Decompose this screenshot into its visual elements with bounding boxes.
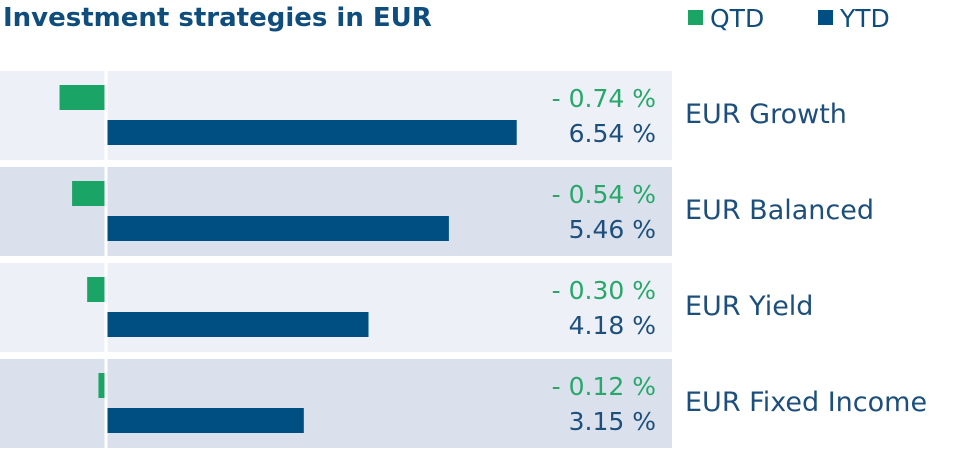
row-background-eur-fixed-income [0,359,672,448]
category-label-eur-fixed-income: EUR Fixed Income [685,387,927,418]
legend-label-qtd: QTD [710,4,764,33]
data-label-qtd-eur-growth: - 0.74 % [552,84,656,113]
data-label-qtd-eur-balanced: - 0.54 % [552,180,656,209]
bar-qtd-eur-balanced [72,181,106,206]
bar-ytd-eur-yield [106,312,369,337]
bars [59,85,517,433]
legend: QTD YTD [688,4,890,33]
data-label-ytd-eur-yield: 4.18 % [569,311,656,340]
data-label-ytd-eur-growth: 6.54 % [569,119,656,148]
legend-swatch-ytd [818,10,833,25]
bar-qtd-eur-growth [59,85,106,110]
row-background-eur-growth [0,71,672,160]
data-label-qtd-eur-yield: - 0.30 % [552,276,656,305]
chart-title: Investment strategies in EUR [3,3,432,33]
category-label-eur-yield: EUR Yield [685,291,813,322]
data-label-qtd-eur-fixed-income: - 0.12 % [552,372,656,401]
data-label-ytd-eur-balanced: 5.46 % [569,215,656,244]
bar-ytd-eur-balanced [106,216,449,241]
bar-qtd-eur-fixed-income [98,373,106,398]
bar-ytd-eur-growth [106,120,517,145]
category-label-eur-growth: EUR Growth [685,99,847,130]
bar-qtd-eur-yield [87,277,106,302]
row-backgrounds [0,71,672,448]
legend-swatch-qtd [688,10,703,25]
value-labels: - 0.74 % 6.54 % EUR Growth - 0.54 % 5.46 % EU… [552,84,927,436]
data-label-ytd-eur-fixed-income: 3.15 % [569,407,656,436]
category-label-eur-balanced: EUR Balanced [685,195,874,226]
row-background-eur-yield [0,263,672,352]
legend-label-ytd: YTD [839,4,890,33]
bar-ytd-eur-fixed-income [106,408,304,433]
row-background-eur-balanced [0,167,672,256]
